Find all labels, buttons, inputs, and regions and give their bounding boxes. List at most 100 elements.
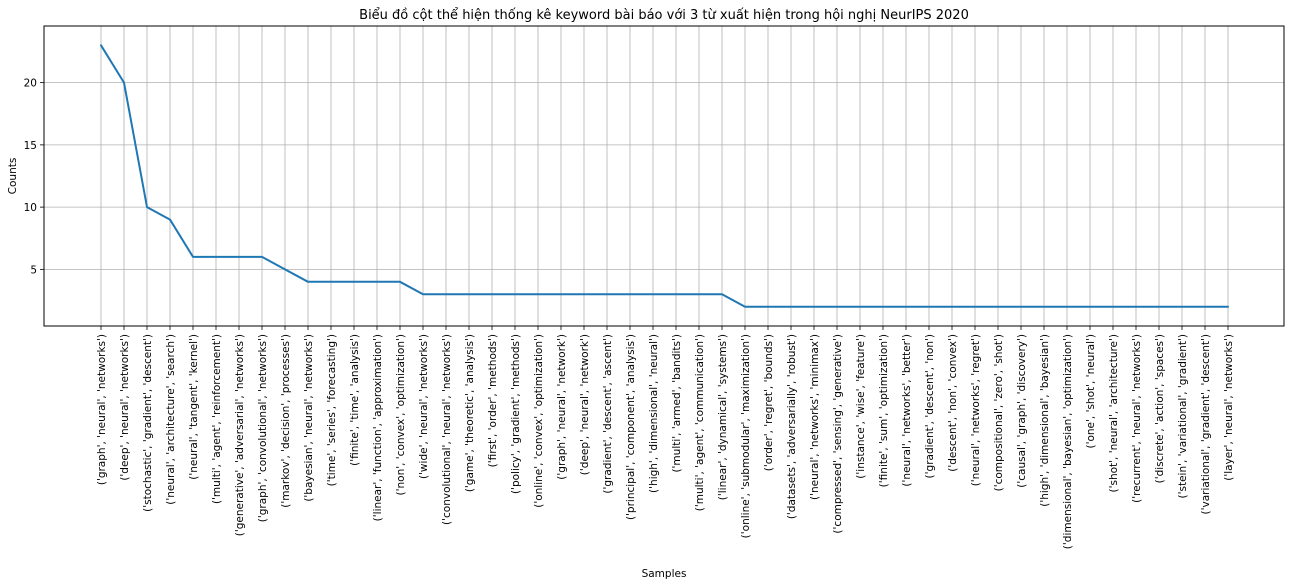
x-tick-label: ('stein', 'variational', 'gradient')	[1177, 334, 1189, 499]
x-tick-label: ('game', 'theoretic', 'analysis')	[464, 334, 476, 492]
data-point	[491, 293, 493, 295]
data-point	[974, 306, 976, 308]
x-tick-label: ('neural', 'networks', 'regret')	[970, 334, 982, 486]
data-point	[905, 306, 907, 308]
y-axis-label: Counts	[7, 158, 19, 195]
data-point	[882, 306, 884, 308]
x-tick-label: ('linear', 'function', 'approximation')	[372, 334, 384, 521]
x-tick-label: ('graph', 'neural', 'networks')	[96, 334, 108, 485]
y-tick-label: 10	[24, 202, 37, 214]
data-point	[1112, 306, 1114, 308]
data-point	[1043, 306, 1045, 308]
x-tick-label: ('high', 'dimensional', 'bayesian')	[1039, 334, 1051, 507]
data-point	[537, 293, 539, 295]
data-point	[514, 293, 516, 295]
x-tick-label: ('variational', 'gradient', 'descent')	[1200, 334, 1212, 514]
x-tick-label: ('finite', 'sum', 'optimization')	[878, 334, 890, 487]
data-point	[652, 293, 654, 295]
x-tick-label: ('convolutional', 'neural', 'networks')	[441, 334, 453, 525]
x-tick-label: ('descent', 'non', 'convex')	[947, 334, 959, 472]
data-point	[146, 206, 148, 208]
data-point	[997, 306, 999, 308]
x-tick-label: ('high', 'dimensional', 'neural')	[648, 334, 660, 493]
x-tick-label: ('online', 'submodular', 'maximization')	[740, 334, 752, 538]
data-point	[307, 281, 309, 283]
data-point	[100, 44, 102, 46]
x-tick-label: ('datasets', 'adversarially', 'robust')	[786, 334, 798, 519]
data-point	[813, 306, 815, 308]
x-tick-label: ('one', 'shot', 'neural')	[1085, 334, 1097, 449]
data-point	[606, 293, 608, 295]
y-tick-label: 20	[24, 78, 37, 90]
x-tick-label: ('wide', 'neural', 'networks')	[418, 334, 430, 479]
data-point	[1066, 306, 1068, 308]
data-point	[353, 281, 355, 283]
x-tick-label: ('policy', 'gradient', 'methods')	[510, 334, 522, 494]
x-tick-label: ('neural', 'architecture', 'search')	[165, 334, 177, 505]
data-point	[836, 306, 838, 308]
x-tick-label: ('compositional', 'zero', 'shot')	[993, 334, 1005, 491]
x-tick-label: ('order', 'regret', 'bounds')	[763, 334, 775, 471]
x-tick-label: ('finite', 'time', 'analysis')	[349, 334, 361, 466]
data-point	[238, 256, 240, 258]
data-point	[123, 82, 125, 84]
x-tick-label: ('markov', 'decision', 'processes')	[280, 334, 292, 508]
x-tick-label: ('dimensional', 'bayesian', 'optimizatio…	[1062, 334, 1074, 549]
data-point	[744, 306, 746, 308]
data-point	[560, 293, 562, 295]
x-tick-label: ('stochastic', 'gradient', 'descent')	[142, 334, 154, 512]
x-tick-label: ('linear', 'dynamical', 'systems')	[717, 334, 729, 500]
y-tick-label: 15	[24, 140, 37, 152]
data-point	[928, 306, 930, 308]
data-point	[399, 281, 401, 283]
x-tick-label: ('deep', 'neural', 'network')	[579, 334, 591, 475]
y-tick-labels: 5 10 15 20	[24, 78, 37, 277]
data-point	[767, 306, 769, 308]
x-tick-label: ('deep', 'neural', 'networks')	[119, 334, 131, 481]
data-point	[1227, 306, 1229, 308]
x-tick-label: ('principal', 'component', 'analysis')	[625, 334, 637, 520]
chart-title: Biểu đồ cột thể hiện thống kê keyword bà…	[359, 8, 969, 23]
x-tick-label: ('neural', 'networks', 'minimax')	[809, 334, 821, 500]
data-point	[1158, 306, 1160, 308]
y-tick-label: 5	[30, 264, 37, 276]
data-point	[629, 293, 631, 295]
x-tick-label: ('gradient', 'descent', 'ascent')	[602, 334, 614, 494]
x-tick-label: ('discrete', 'action', 'spaces')	[1154, 334, 1166, 483]
data-point	[169, 219, 171, 221]
x-tick-label: ('layer', 'neural', 'networks')	[1223, 334, 1235, 481]
x-tick-labels: ('graph', 'neural', 'networks') ('deep', …	[96, 334, 1235, 549]
data-point	[790, 306, 792, 308]
data-point	[376, 281, 378, 283]
x-tick-label: ('neural', 'tangent', 'kernel')	[188, 334, 200, 480]
data-point	[583, 293, 585, 295]
x-tick-label: ('non', 'convex', 'optimization')	[395, 334, 407, 495]
x-tick-label: ('time', 'series', 'forecasting')	[326, 334, 338, 486]
x-tick-label: ('multi', 'armed', 'bandits')	[671, 334, 683, 473]
data-point	[445, 293, 447, 295]
data-point	[1089, 306, 1091, 308]
x-tick-label: ('graph', 'convolutional', 'networks')	[257, 334, 269, 522]
series-line	[100, 44, 1229, 308]
x-tick-label: ('graph', 'neural', 'network')	[556, 334, 568, 480]
x-tick-label: ('shot', 'neural', 'architecture')	[1108, 334, 1120, 493]
x-tick-label: ('multi', 'agent', 'reinforcement')	[211, 334, 223, 504]
data-point	[215, 256, 217, 258]
grid-lines	[44, 26, 1284, 326]
data-point	[859, 306, 861, 308]
data-point	[1020, 306, 1022, 308]
data-point	[951, 306, 953, 308]
x-tick-label: ('bayesian', 'neural', 'networks')	[303, 334, 315, 502]
x-tick-label: ('gradient', 'descent', 'non')	[924, 334, 936, 478]
x-tick-label: ('first', 'order', 'methods')	[487, 334, 499, 467]
data-point	[675, 293, 677, 295]
x-tick-label: ('multi', 'agent', 'communication')	[694, 334, 706, 511]
data-point	[468, 293, 470, 295]
x-tick-label: ('causal', 'graph', 'discovery')	[1016, 334, 1028, 488]
x-tick-label: ('generative', 'adversarial', 'networks'…	[234, 334, 246, 536]
data-point	[1181, 306, 1183, 308]
data-point	[330, 281, 332, 283]
x-tick-label: ('compressed', 'sensing', 'generative')	[832, 334, 844, 534]
plot-frame	[43, 25, 1285, 327]
